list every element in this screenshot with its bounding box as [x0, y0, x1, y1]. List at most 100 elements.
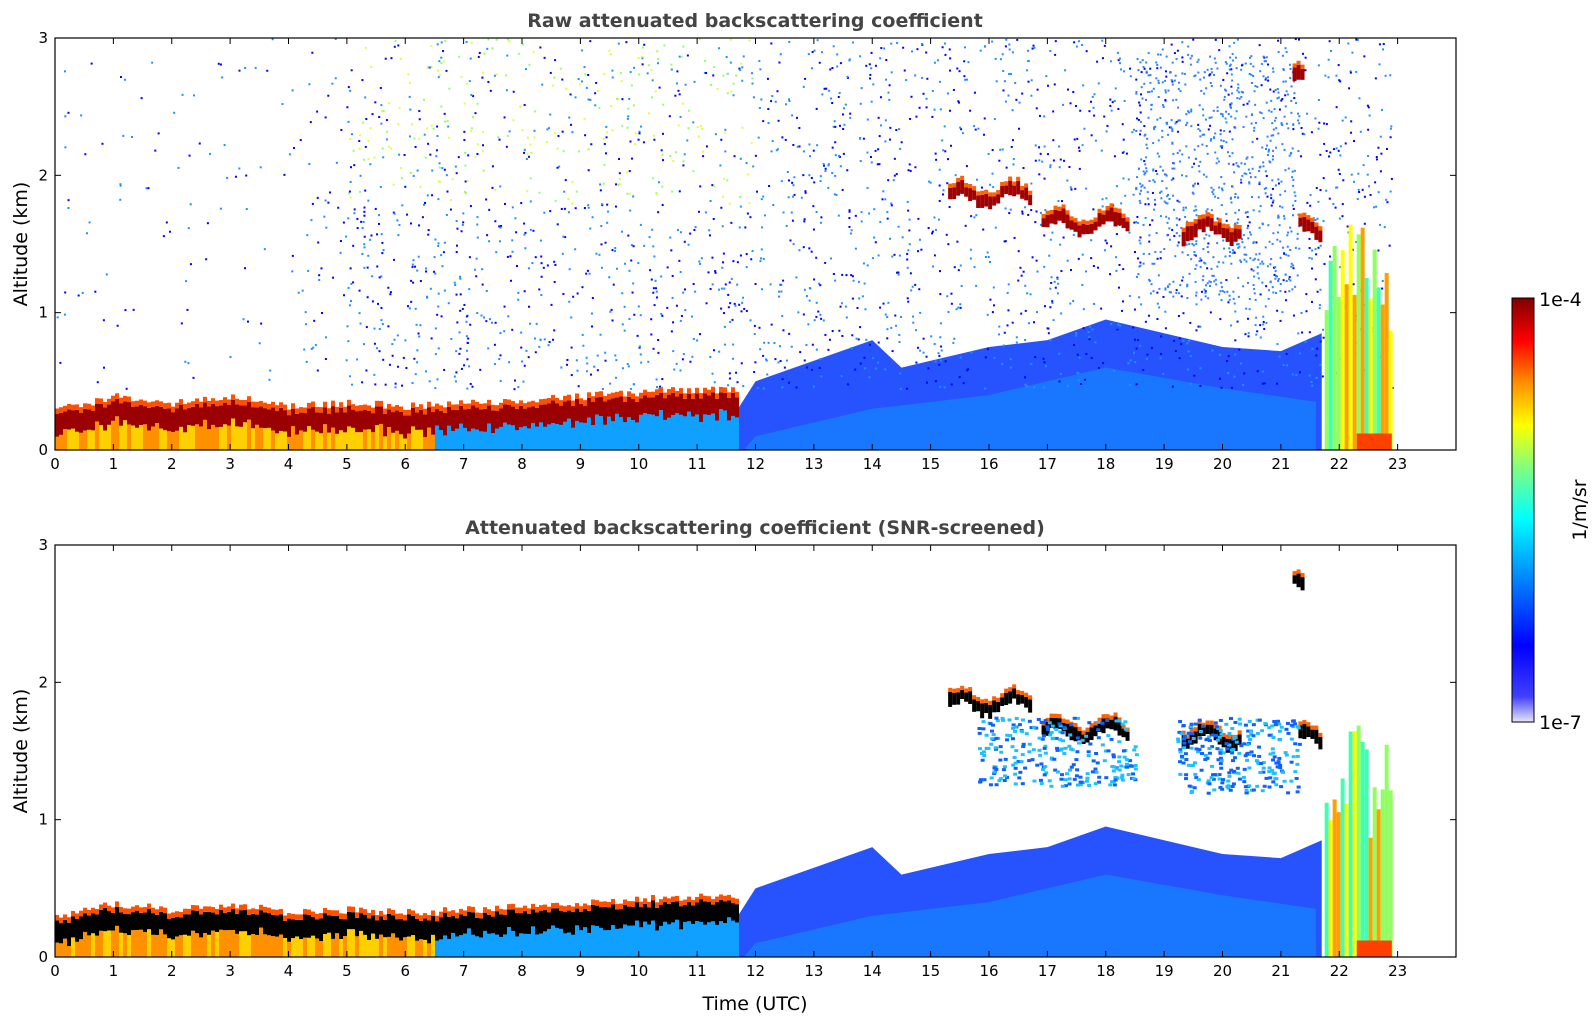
- cloud-base-speck: [1065, 772, 1070, 776]
- noise-speck: [1274, 266, 1277, 269]
- noise-speck: [1366, 173, 1369, 176]
- near-surface-column: [423, 437, 427, 450]
- cloud-base-speck: [1207, 751, 1212, 755]
- noise-speck: [85, 232, 88, 235]
- near-surface-column: [319, 940, 323, 957]
- noise-speck: [851, 334, 854, 337]
- noise-speck: [618, 172, 621, 175]
- noise-speck: [790, 345, 793, 348]
- cloud-base-speck: [1013, 729, 1018, 733]
- cloud-base-speck: [1088, 742, 1093, 746]
- cloud-column: [1041, 725, 1046, 735]
- cloud-base-speck: [1289, 737, 1294, 741]
- noise-speck: [361, 79, 364, 82]
- noise-speck: [549, 210, 552, 213]
- noise-speck: [1247, 237, 1250, 240]
- noise-speck: [1277, 279, 1280, 282]
- noise-speck: [1230, 73, 1233, 76]
- noise-speck: [466, 82, 469, 85]
- aerosol-layer-fringe: [599, 391, 603, 397]
- noise-speck: [421, 216, 424, 219]
- noise-speck: [621, 367, 624, 370]
- noise-speck: [529, 177, 532, 180]
- noise-speck: [1156, 257, 1159, 260]
- cloud-base-speck: [1060, 739, 1065, 743]
- noise-speck: [679, 319, 682, 322]
- cloud-fringe: [1189, 728, 1194, 733]
- noise-speck: [434, 272, 437, 275]
- cloud-fringe: [1296, 569, 1301, 574]
- near-surface-column: [387, 427, 391, 450]
- aerosol-layer-fringe: [547, 906, 551, 913]
- aerosol-layer-column: [379, 916, 383, 935]
- aerosol-layer-column: [523, 408, 527, 427]
- cloud-base-speck: [1218, 751, 1223, 755]
- noise-speck: [1164, 310, 1167, 313]
- noise-speck: [811, 343, 814, 346]
- aerosol-layer-column: [131, 406, 135, 426]
- cloud-base-speck: [1249, 732, 1254, 736]
- noise-speck: [1233, 41, 1236, 44]
- noise-speck: [588, 272, 591, 275]
- near-surface-column: [139, 929, 143, 957]
- y-tick-label: 3: [38, 29, 48, 47]
- noise-speck: [700, 257, 703, 260]
- noise-speck: [1247, 281, 1250, 284]
- near-surface-column: [263, 934, 267, 957]
- noise-speck: [435, 155, 438, 158]
- noise-speck: [1284, 190, 1287, 193]
- noise-speck: [621, 292, 624, 295]
- cloud-base-speck: [1067, 768, 1072, 772]
- near-surface-column: [195, 933, 199, 957]
- noise-speck: [1325, 123, 1328, 126]
- aerosol-layer-fringe: [427, 401, 431, 408]
- noise-speck: [1204, 262, 1207, 265]
- noise-speck: [934, 152, 937, 155]
- noise-speck: [1154, 203, 1157, 206]
- noise-speck: [780, 180, 783, 183]
- near-surface-column: [191, 425, 195, 450]
- noise-speck: [1173, 208, 1176, 211]
- x-tick-label: 16: [979, 455, 998, 473]
- noise-speck: [488, 318, 491, 321]
- aerosol-layer-fringe: [519, 907, 523, 914]
- noise-speck: [1011, 109, 1014, 112]
- aerosol-layer-column: [491, 916, 495, 934]
- noise-speck: [1138, 199, 1141, 202]
- noise-speck: [1248, 100, 1251, 103]
- cloud-column: [1065, 214, 1070, 229]
- noise-speck: [658, 181, 661, 184]
- noise-speck: [860, 87, 863, 90]
- cloud-column: [1292, 67, 1297, 82]
- noise-speck: [1385, 147, 1388, 150]
- noise-speck: [1297, 112, 1300, 115]
- noise-speck: [1192, 244, 1195, 247]
- noise-speck: [712, 349, 715, 352]
- noise-speck: [529, 322, 532, 325]
- near-surface-column: [727, 917, 731, 957]
- aerosol-layer-fringe: [195, 398, 199, 404]
- noise-speck: [1058, 352, 1061, 355]
- near-surface-column: [223, 424, 227, 450]
- noise-speck: [1237, 91, 1240, 94]
- cloud-fringe: [948, 183, 953, 188]
- noise-speck: [1237, 276, 1240, 279]
- noise-speck: [1225, 279, 1228, 282]
- noise-speck: [306, 234, 309, 237]
- noise-speck: [907, 209, 910, 212]
- noise-speck: [1084, 378, 1087, 381]
- noise-speck: [678, 190, 681, 193]
- aerosol-layer-column: [555, 908, 559, 929]
- near-surface-column: [267, 427, 271, 450]
- noise-speck: [489, 89, 492, 92]
- noise-speck: [1025, 69, 1028, 72]
- near-surface-column: [591, 925, 595, 957]
- noise-speck: [1009, 72, 1012, 75]
- noise-speck: [1135, 129, 1138, 132]
- noise-speck: [1207, 297, 1210, 300]
- noise-speck: [743, 307, 746, 310]
- noise-speck: [1284, 47, 1287, 50]
- cloud-fringe: [1105, 714, 1110, 719]
- noise-speck: [709, 199, 712, 202]
- noise-speck: [779, 53, 782, 56]
